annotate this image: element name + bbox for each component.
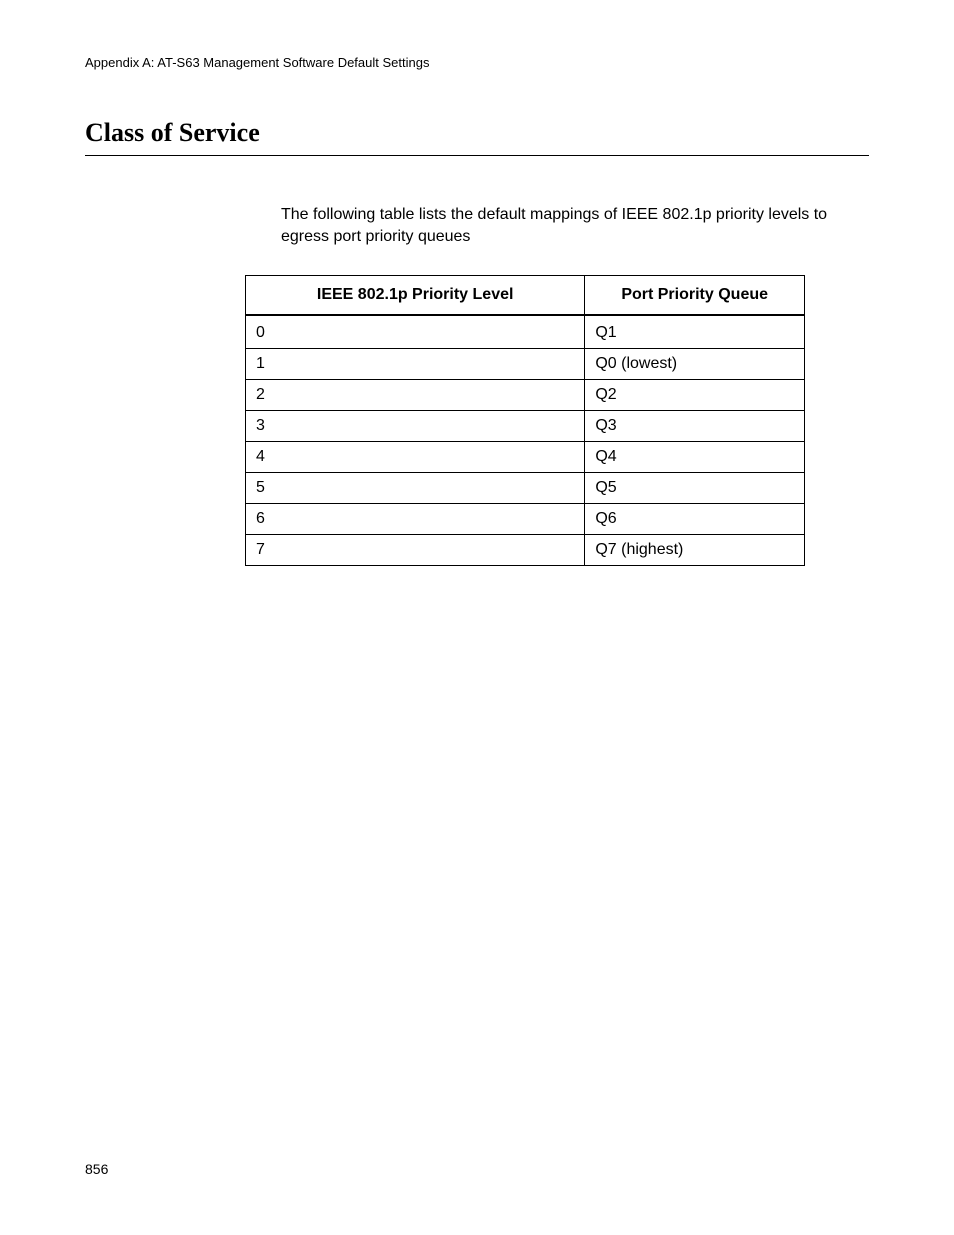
cell-priority-level: 7: [246, 535, 585, 566]
intro-paragraph: The following table lists the default ma…: [281, 204, 829, 247]
cell-priority-level: 5: [246, 473, 585, 504]
cell-port-queue: Q0 (lowest): [585, 349, 805, 380]
cell-port-queue: Q2: [585, 380, 805, 411]
cell-priority-level: 4: [246, 442, 585, 473]
cell-port-queue: Q1: [585, 318, 805, 349]
table-header-row: IEEE 802.1p Priority Level Port Priority…: [246, 276, 805, 316]
cell-priority-level: 6: [246, 504, 585, 535]
cell-priority-level: 1: [246, 349, 585, 380]
cell-priority-level: 3: [246, 411, 585, 442]
cell-port-queue: Q3: [585, 411, 805, 442]
table-row: 0 Q1: [246, 318, 805, 349]
cell-port-queue: Q5: [585, 473, 805, 504]
page-number: 856: [85, 1161, 108, 1177]
table-row: 5 Q5: [246, 473, 805, 504]
cell-priority-level: 0: [246, 318, 585, 349]
page-header: Appendix A: AT-S63 Management Software D…: [85, 55, 869, 70]
priority-mapping-table: IEEE 802.1p Priority Level Port Priority…: [245, 275, 805, 566]
column-header-priority-level: IEEE 802.1p Priority Level: [246, 276, 585, 316]
column-header-port-queue: Port Priority Queue: [585, 276, 805, 316]
cell-port-queue: Q6: [585, 504, 805, 535]
table-row: 7 Q7 (highest): [246, 535, 805, 566]
table-row: 2 Q2: [246, 380, 805, 411]
table-row: 4 Q4: [246, 442, 805, 473]
table-row: 3 Q3: [246, 411, 805, 442]
cell-port-queue: Q7 (highest): [585, 535, 805, 566]
cell-port-queue: Q4: [585, 442, 805, 473]
table-row: 6 Q6: [246, 504, 805, 535]
table-row: 1 Q0 (lowest): [246, 349, 805, 380]
cell-priority-level: 2: [246, 380, 585, 411]
section-title: Class of Service: [85, 118, 869, 156]
